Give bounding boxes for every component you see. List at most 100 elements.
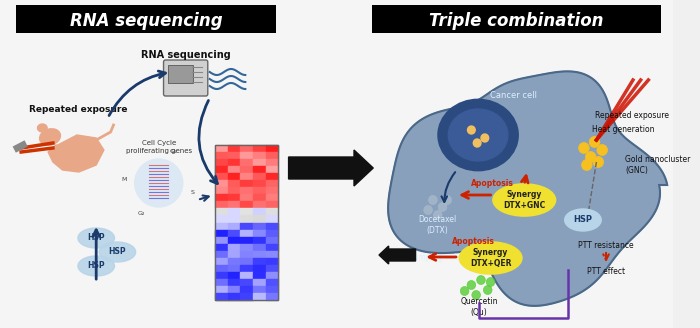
Bar: [241, 251, 253, 258]
Ellipse shape: [439, 100, 517, 170]
Bar: [241, 145, 253, 152]
Bar: [265, 286, 278, 293]
Bar: [241, 166, 253, 173]
Text: HSP: HSP: [573, 215, 592, 224]
Bar: [253, 215, 265, 222]
Bar: [241, 152, 253, 159]
Text: RNA sequencing: RNA sequencing: [70, 12, 223, 30]
Circle shape: [443, 195, 452, 204]
Bar: [241, 159, 253, 166]
Ellipse shape: [78, 228, 115, 248]
Bar: [216, 293, 228, 300]
Bar: [253, 258, 265, 265]
Bar: [216, 272, 228, 279]
Bar: [253, 293, 265, 300]
Text: Repeated exposure: Repeated exposure: [29, 106, 127, 114]
Bar: [253, 272, 265, 279]
Bar: [265, 159, 278, 166]
Bar: [228, 201, 241, 208]
FancyBboxPatch shape: [164, 60, 208, 96]
Bar: [265, 222, 278, 230]
Circle shape: [468, 126, 475, 134]
Circle shape: [589, 136, 600, 148]
Bar: [241, 279, 253, 286]
Ellipse shape: [448, 109, 508, 161]
Bar: [253, 208, 265, 215]
Ellipse shape: [459, 242, 522, 274]
Bar: [216, 145, 278, 300]
Bar: [228, 222, 241, 230]
Ellipse shape: [565, 209, 601, 231]
Circle shape: [433, 211, 442, 219]
Text: Repeated exposure: Repeated exposure: [595, 111, 669, 119]
Bar: [253, 194, 265, 201]
Bar: [228, 159, 241, 166]
Circle shape: [597, 145, 608, 155]
Circle shape: [467, 280, 476, 290]
Text: M: M: [122, 177, 127, 182]
Bar: [216, 286, 228, 293]
Text: Cancer cell: Cancer cell: [490, 91, 537, 99]
Text: HSP: HSP: [108, 248, 126, 256]
Bar: [228, 236, 241, 244]
Bar: [216, 159, 228, 166]
Ellipse shape: [40, 129, 60, 145]
FancyArrow shape: [379, 246, 416, 264]
Bar: [228, 145, 241, 152]
Text: Docetaxel
(DTX): Docetaxel (DTX): [419, 215, 457, 235]
Circle shape: [477, 276, 485, 284]
Ellipse shape: [38, 124, 47, 132]
Text: Synergy
DTX+GNC: Synergy DTX+GNC: [503, 190, 545, 210]
Bar: [253, 187, 265, 194]
Bar: [241, 236, 253, 244]
Circle shape: [472, 291, 480, 299]
Bar: [228, 173, 241, 180]
Bar: [265, 258, 278, 265]
Bar: [253, 152, 265, 159]
Bar: [216, 265, 228, 272]
Bar: [228, 215, 241, 222]
Bar: [228, 166, 241, 173]
Bar: [241, 286, 253, 293]
Circle shape: [428, 195, 438, 204]
Circle shape: [585, 152, 596, 162]
Bar: [265, 251, 278, 258]
Bar: [216, 244, 228, 251]
Bar: [216, 222, 228, 230]
Text: G₁: G₁: [169, 149, 177, 154]
Bar: [265, 208, 278, 215]
Bar: [265, 152, 278, 159]
Bar: [216, 230, 228, 236]
Bar: [265, 166, 278, 173]
Circle shape: [424, 206, 433, 215]
Text: S: S: [190, 190, 194, 195]
Bar: [241, 230, 253, 236]
Circle shape: [484, 285, 492, 295]
Text: PTT resistance: PTT resistance: [578, 240, 634, 250]
Text: HSP: HSP: [88, 261, 105, 271]
Bar: [265, 187, 278, 194]
Text: Apoptosis: Apoptosis: [471, 178, 514, 188]
Text: Quercetin
(Qu): Quercetin (Qu): [461, 297, 498, 317]
Text: Synergy
DTX+QER: Synergy DTX+QER: [470, 248, 512, 268]
Bar: [216, 187, 228, 194]
Text: Apoptosis: Apoptosis: [452, 237, 495, 247]
Text: G₂: G₂: [138, 211, 145, 216]
Bar: [228, 194, 241, 201]
Polygon shape: [388, 72, 667, 306]
Text: Heat generation: Heat generation: [592, 126, 654, 134]
Bar: [253, 236, 265, 244]
FancyBboxPatch shape: [0, 0, 676, 328]
Bar: [253, 173, 265, 180]
Bar: [228, 286, 241, 293]
Bar: [241, 180, 253, 187]
FancyBboxPatch shape: [372, 5, 661, 33]
Bar: [253, 180, 265, 187]
Bar: [216, 236, 228, 244]
Text: Pumping out: Pumping out: [409, 254, 457, 262]
Bar: [265, 272, 278, 279]
Bar: [228, 152, 241, 159]
Bar: [228, 272, 241, 279]
Bar: [216, 258, 228, 265]
Bar: [253, 159, 265, 166]
